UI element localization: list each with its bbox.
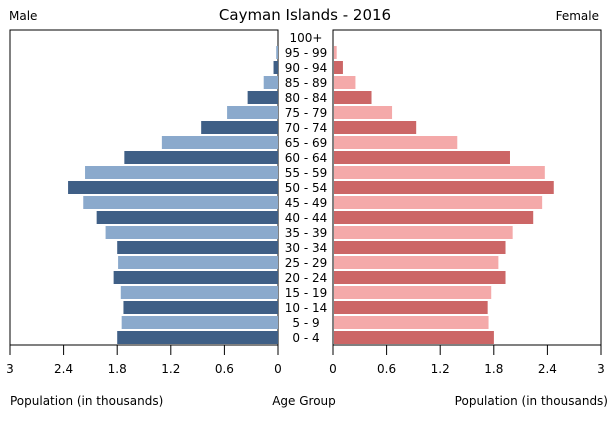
male-bar <box>96 211 278 224</box>
male-tick-label: 1.2 <box>161 362 180 376</box>
male-bar <box>85 166 278 179</box>
male-bar <box>121 316 279 329</box>
age-group-label: 5 - 9 <box>292 316 319 330</box>
age-group-label: 65 - 69 <box>285 136 328 150</box>
male-bar <box>276 46 278 59</box>
age-group-axis-title: Age Group <box>272 394 336 408</box>
male-bar <box>161 136 278 149</box>
male-bar <box>120 286 278 299</box>
female-tick-label: 0.6 <box>377 362 396 376</box>
male-axis-title: Population (in thousands) <box>10 394 163 408</box>
male-bar <box>201 121 278 134</box>
female-bar <box>334 271 506 284</box>
female-bar <box>334 316 489 329</box>
female-bar <box>334 136 458 149</box>
female-bar <box>334 46 337 59</box>
age-group-label: 100+ <box>290 31 323 45</box>
female-bar <box>334 166 545 179</box>
age-group-label: 25 - 29 <box>285 256 328 270</box>
female-bar <box>334 151 510 164</box>
male-bar <box>68 181 278 194</box>
female-label: Female <box>556 9 599 23</box>
female-bar <box>334 286 492 299</box>
male-tick-label: 2.4 <box>54 362 73 376</box>
female-bar <box>334 331 494 344</box>
female-bar <box>334 256 499 269</box>
chart-title: Cayman Islands - 2016 <box>219 6 391 24</box>
male-bar <box>124 151 278 164</box>
female-bar <box>334 196 543 209</box>
age-group-label: 90 - 94 <box>285 61 328 75</box>
female-bar <box>334 226 513 239</box>
female-bar <box>334 61 343 74</box>
male-tick-label: 3 <box>6 362 14 376</box>
male-bar <box>117 241 278 254</box>
male-bar <box>227 106 278 119</box>
female-bar <box>334 181 554 194</box>
age-group-label: 80 - 84 <box>285 91 328 105</box>
age-group-label: 95 - 99 <box>285 46 328 60</box>
age-group-label: 15 - 19 <box>285 286 328 300</box>
female-bar <box>334 301 488 314</box>
male-tick-label: 0.6 <box>215 362 234 376</box>
male-bar <box>113 271 278 284</box>
age-group-label: 20 - 24 <box>285 271 328 285</box>
male-bar <box>118 256 279 269</box>
age-group-label: 50 - 54 <box>285 181 328 195</box>
male-tick-label: 1.8 <box>108 362 127 376</box>
female-bar <box>334 211 534 224</box>
female-tick-label: 2.4 <box>538 362 557 376</box>
male-tick-label: 0 <box>274 362 282 376</box>
female-tick-label: 1.8 <box>484 362 503 376</box>
male-bar <box>123 301 278 314</box>
female-bar <box>334 106 393 119</box>
male-bar <box>105 226 278 239</box>
female-tick-label: 0 <box>329 362 337 376</box>
male-bar <box>273 61 278 74</box>
male-label: Male <box>9 9 37 23</box>
age-group-label: 35 - 39 <box>285 226 328 240</box>
age-group-label: 40 - 44 <box>285 211 328 225</box>
female-plot-frame <box>332 29 602 346</box>
age-group-label: 75 - 79 <box>285 106 328 120</box>
age-group-label: 0 - 4 <box>292 331 319 345</box>
female-bar <box>334 121 417 134</box>
female-bar <box>334 76 356 89</box>
male-bar <box>83 196 279 209</box>
age-group-label: 55 - 59 <box>285 166 328 180</box>
age-group-label: 45 - 49 <box>285 196 328 210</box>
female-bar <box>334 91 372 104</box>
age-group-label: 30 - 34 <box>285 241 328 255</box>
age-group-label: 70 - 74 <box>285 121 328 135</box>
female-tick-label: 3 <box>597 362 605 376</box>
male-bar <box>263 76 278 89</box>
age-group-label: 10 - 14 <box>285 301 328 315</box>
female-bar <box>334 241 506 254</box>
female-axis-title: Population (in thousands) <box>455 394 608 408</box>
male-bar <box>117 331 278 344</box>
age-group-label: 85 - 89 <box>285 76 328 90</box>
male-bar <box>247 91 278 104</box>
female-tick-label: 1.2 <box>431 362 450 376</box>
age-group-label: 60 - 64 <box>285 151 328 165</box>
